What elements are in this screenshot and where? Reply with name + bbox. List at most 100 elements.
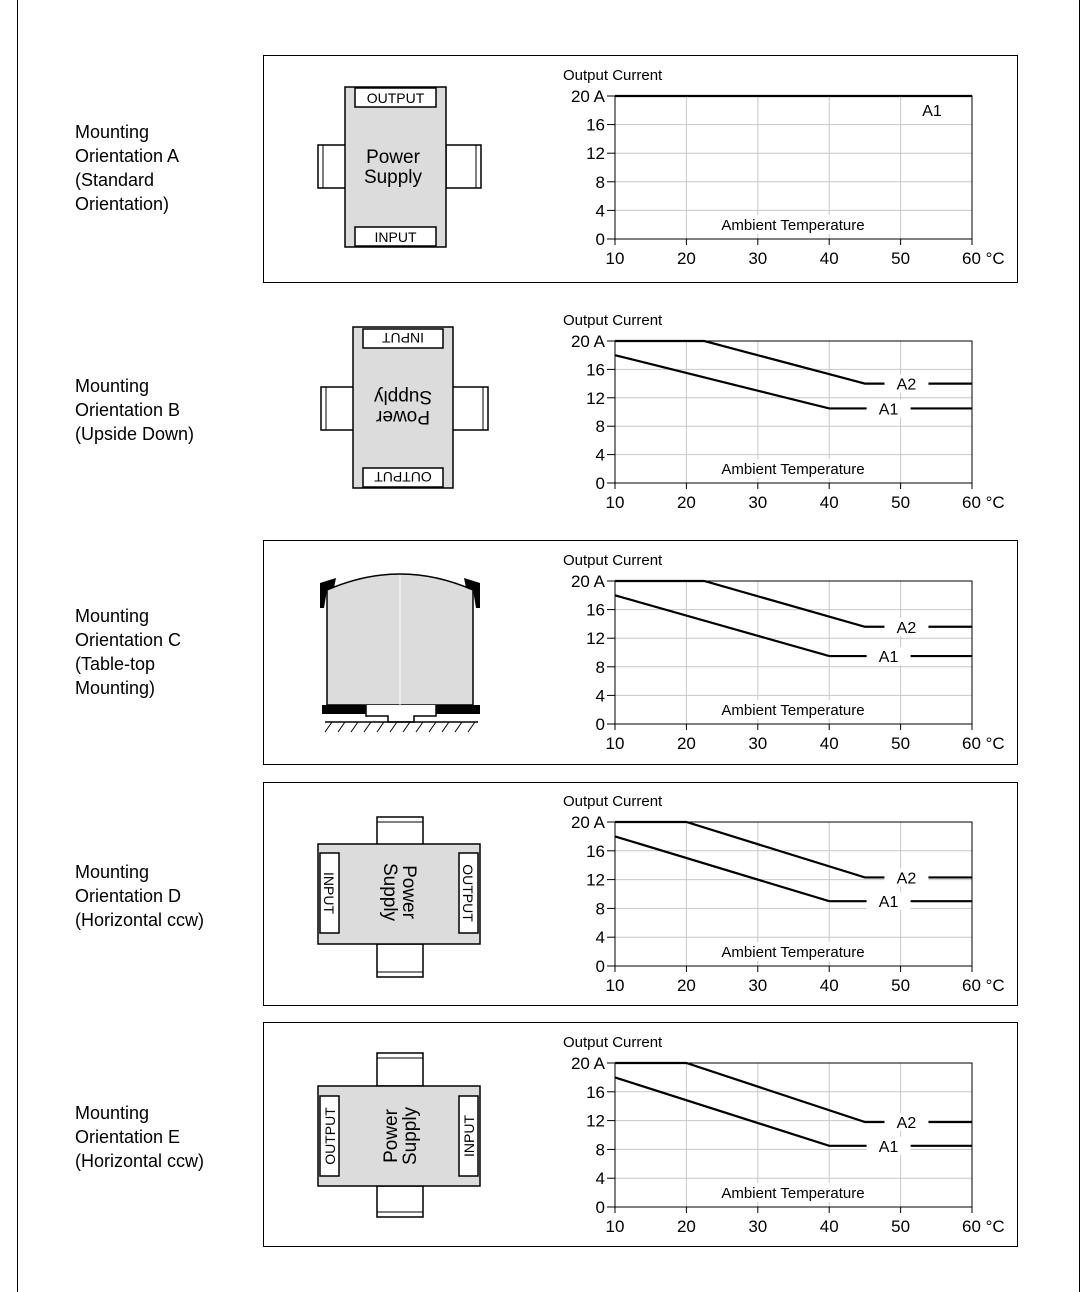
label-line: (Horizontal ccw)	[75, 910, 205, 930]
x-tick-label: 50	[891, 493, 910, 512]
y-axis-title: Output Current	[563, 67, 663, 84]
y-tick-label: 4	[596, 928, 605, 947]
series-line-a1	[614, 594, 972, 658]
din-rail-profile	[365, 705, 437, 723]
x-axis-title: Ambient Temperature	[721, 944, 864, 961]
x-axis-title-background	[703, 1183, 883, 1202]
x-tick-label: 20	[677, 493, 696, 512]
x-axis-title: Ambient Temperature	[721, 1185, 864, 1202]
y-tick-label: 4	[596, 686, 605, 705]
y-tick-label: 0	[596, 957, 605, 976]
plot-area	[614, 580, 973, 725]
device-c-diagram	[320, 573, 480, 733]
x-tick-label: 50	[891, 249, 910, 268]
x-tick-label: 20	[677, 734, 696, 753]
device-body-text: Supply	[379, 863, 400, 922]
series-label-a1: A1	[879, 894, 899, 911]
x-tick-label: 10	[606, 734, 625, 753]
clip-right-icon	[464, 578, 480, 608]
y-tick-label: 8	[596, 173, 605, 192]
y-tick-label: 12	[586, 389, 605, 408]
y-axis-title: Output Current	[563, 312, 663, 329]
terminal-label-input: INPUT	[382, 330, 424, 346]
din-rail-left	[449, 386, 489, 431]
device-body-text: Power	[398, 865, 419, 920]
derating-chart-a: 0 4 8 12 16 20 A 10 20 30 40 50 60 °C Output Current…	[563, 67, 1005, 268]
y-tick-label: 20 A	[571, 87, 606, 106]
x-tick-label: 40	[820, 1217, 839, 1236]
orientation-c-panel	[263, 540, 1018, 765]
page-frame	[17, 0, 1080, 1292]
terminal-block-bottom	[362, 328, 444, 349]
power-supply-body	[344, 86, 447, 248]
series-label-a1: A1	[922, 103, 942, 120]
series-label-background	[884, 617, 929, 636]
series-line-a1	[614, 1076, 972, 1147]
terminal-label-input: INPUT	[375, 229, 417, 245]
device-body-text: Power	[381, 1108, 402, 1163]
series-label-background	[884, 868, 929, 887]
x-tick-label: 60 °C	[962, 493, 1005, 512]
y-tick-label: 8	[596, 1140, 605, 1159]
terminal-block-bottom	[354, 226, 437, 247]
terminal-label-output: OUTPUT	[367, 90, 425, 106]
orientation-e-label: Mounting Orientation E (Horizontal ccw)	[75, 1101, 255, 1173]
y-tick-label: 4	[596, 1169, 605, 1188]
x-axis-title: Ambient Temperature	[721, 217, 864, 234]
label-line: Mounting)	[75, 678, 156, 698]
x-tick-label: 40	[820, 249, 839, 268]
y-tick-label: 20 A	[571, 813, 606, 832]
orientation-b-label: Mounting Orientation B (Upside Down)	[75, 374, 255, 446]
y-tick-label: 12	[586, 629, 605, 648]
y-axis-title: Output Current	[563, 552, 663, 569]
power-supply-body	[317, 1085, 481, 1187]
din-rail-right	[320, 386, 357, 431]
y-axis-title: Output Current	[563, 793, 663, 810]
x-tick-label: 40	[820, 734, 839, 753]
derating-chart-d: 0 4 8 12 16 20 A 10 20 30 40 50 60 °C Output Current…	[563, 793, 1005, 995]
x-tick-label: 50	[891, 1217, 910, 1236]
y-tick-label: 16	[586, 360, 605, 379]
terminal-label-output: OUTPUT	[460, 864, 476, 922]
x-tick-label: 50	[891, 734, 910, 753]
series-label-background	[866, 399, 911, 418]
x-tick-label: 20	[677, 249, 696, 268]
derating-chart-c: 0 4 8 12 16 20 A 10 20 30 40 50 60 °C Output Current…	[563, 552, 1005, 753]
device-e-diagram: OUTPUT INPUT Power Supply	[317, 1052, 481, 1218]
x-tick-label: 60 °C	[962, 734, 1005, 753]
series-line-a1	[614, 354, 972, 410]
plot-area	[614, 1062, 973, 1208]
label-line: (Standard	[75, 170, 155, 190]
y-tick-label: 0	[596, 474, 605, 493]
orientation-e-panel	[263, 1022, 1018, 1247]
x-tick-label: 10	[606, 1217, 625, 1236]
y-tick-label: 12	[586, 144, 605, 163]
device-body-text: Power	[375, 406, 430, 427]
device-a-diagram: OUTPUT INPUT Power Supply	[317, 86, 482, 248]
x-tick-label: 50	[891, 976, 910, 995]
series-line-a1	[614, 835, 972, 903]
x-tick-label: 10	[606, 493, 625, 512]
terminal-block-left	[319, 1095, 340, 1177]
terminal-label-input: INPUT	[461, 1115, 477, 1157]
terminal-label-output: OUTPUT	[322, 1107, 338, 1165]
orientation-d-label: Mounting Orientation D (Horizontal ccw)	[75, 860, 255, 932]
label-line: Orientation A	[75, 146, 180, 166]
x-tick-label: 10	[606, 249, 625, 268]
device-body-text: Supply	[364, 167, 423, 188]
power-supply-body	[352, 326, 454, 489]
x-axis-title-background	[703, 942, 883, 961]
power-supply-body	[317, 843, 481, 945]
y-axis-title: Output Current	[563, 1034, 663, 1051]
series-label-background	[884, 1113, 929, 1132]
x-tick-label: 60 °C	[962, 976, 1005, 995]
terminal-block-right	[458, 1095, 479, 1177]
y-tick-label: 12	[586, 1112, 605, 1131]
x-axis-title-background	[703, 700, 883, 719]
orientation-d-panel	[263, 782, 1018, 1006]
y-tick-label: 8	[596, 658, 605, 677]
y-tick-label: 0	[596, 715, 605, 734]
y-tick-label: 20 A	[571, 1054, 606, 1073]
